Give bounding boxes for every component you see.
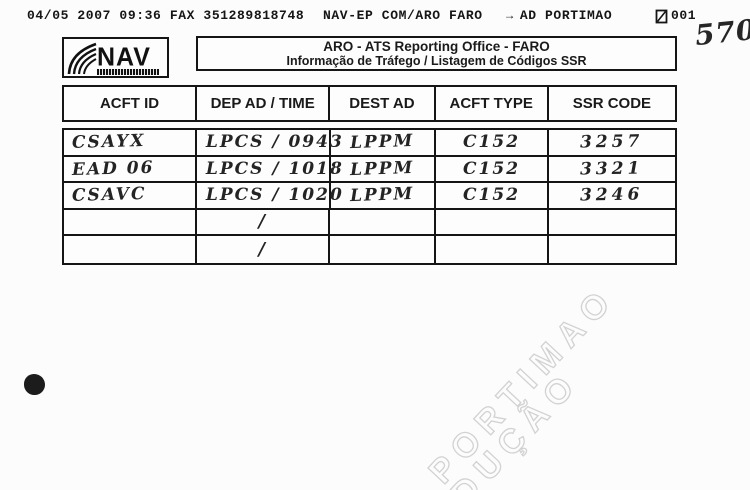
- fax-recipient-line: → AD PORTIMAO: [506, 8, 612, 23]
- cell-ssr-code: 3246: [580, 184, 644, 206]
- cell-dep-ad-time: LPCS / 1020: [205, 185, 344, 206]
- hole-punch-dot: [24, 374, 45, 395]
- logo-wordmark: NAV: [97, 42, 151, 72]
- cell-acft-id: EAD 06: [71, 157, 155, 180]
- column-header-dep-ad-time: DEP AD / TIME: [197, 87, 331, 120]
- cell-dep-ad-time: LPCS / 0943: [205, 132, 344, 153]
- cell-acft-id: CSAVC: [71, 184, 147, 207]
- column-header-acft-type: ACFT TYPE: [436, 87, 549, 120]
- form-title-line2: Informação de Tráfego / Listagem de Códi…: [286, 54, 587, 68]
- column-header-acft-id: ACFT ID: [64, 87, 198, 120]
- arrow-right-icon: →: [506, 9, 514, 23]
- cell-dep-ad-time: /: [258, 211, 267, 233]
- table-row-empty: /: [64, 236, 675, 263]
- cell-ssr-code: 3257: [580, 131, 644, 153]
- fax-sender: NAV-EP COM/ARO FARO: [323, 8, 483, 23]
- cell-acft-type: C152: [463, 158, 521, 179]
- column-header-dest-ad: DEST AD: [330, 87, 436, 120]
- cell-acft-id: CSAYX: [71, 131, 146, 154]
- table-row-empty: /: [64, 209, 675, 236]
- table-row: EAD 06 LPCS / 1018 LPPM C152 3321: [64, 156, 675, 183]
- cell-dep-ad-time: LPCS / 1018: [205, 158, 344, 179]
- cell-dest-ad: LPPM: [349, 157, 415, 180]
- table-row: CSAYX LPCS / 0943 LPPM C152 3257: [64, 130, 675, 157]
- logo-arcs-icon: [66, 41, 100, 82]
- fax-page-number: 001: [671, 8, 697, 23]
- fax-datetime-number: 04/05 2007 09:36 FAX 351289818748: [27, 8, 305, 23]
- fax-page-icon: [655, 9, 668, 28]
- table-header-row: ACFT ID DEP AD / TIME DEST AD ACFT TYPE …: [62, 85, 677, 122]
- cell-acft-type: C152: [463, 185, 521, 206]
- cell-acft-type: C152: [463, 132, 521, 153]
- cell-ssr-code: 3321: [580, 158, 644, 180]
- nav-logo: NAV: [62, 37, 169, 78]
- cell-dest-ad: LPPM: [349, 131, 415, 154]
- table-body: CSAYX LPCS / 0943 LPPM C152 3257 EAD 06 …: [62, 128, 677, 265]
- handwritten-note: 570: [693, 12, 750, 53]
- table-row: CSAVC LPCS / 1020 LPPM C152 3246: [64, 183, 675, 210]
- form-title-box: ARO - ATS Reporting Office - FARO Inform…: [196, 36, 677, 71]
- cell-dep-ad-time: /: [258, 238, 267, 260]
- column-header-ssr-code: SSR CODE: [572, 95, 652, 112]
- logo-subtitle-bar: [97, 69, 159, 75]
- cell-dest-ad: LPPM: [349, 184, 415, 207]
- fax-header: 04/05 2007 09:36 FAX 351289818748 NAV-EP…: [0, 8, 750, 24]
- fax-recipient: AD PORTIMAO: [519, 8, 613, 23]
- form-title-line1: ARO - ATS Reporting Office - FARO: [323, 39, 550, 54]
